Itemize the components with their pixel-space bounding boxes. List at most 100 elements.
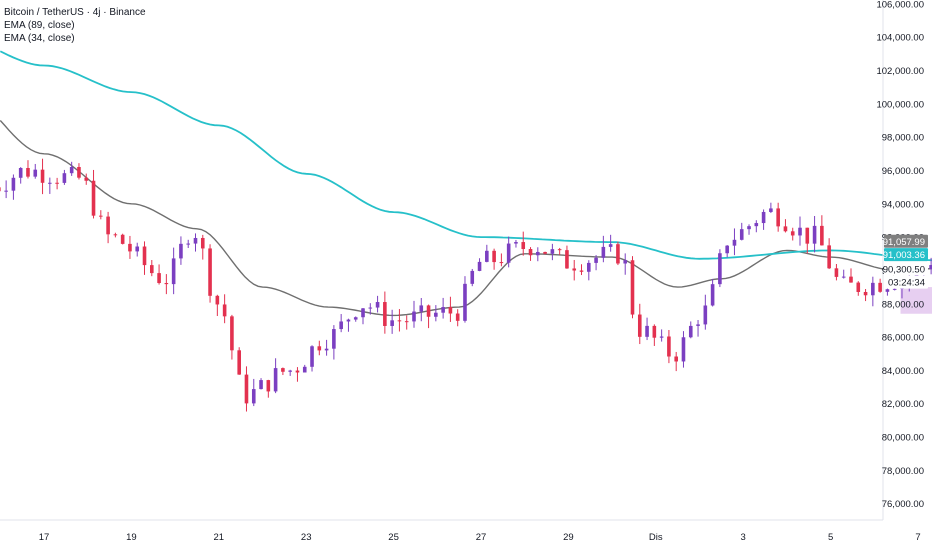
candle-body [929, 265, 932, 270]
candle-body [135, 246, 140, 252]
ema34-legend[interactable]: EMA (34, close) [4, 33, 75, 44]
close-price-tag: 90,300.50 [883, 262, 928, 276]
time-tick-label: 29 [563, 532, 574, 543]
chart-legend: Bitcoin / TetherUS · 4j · Binance EMA (8… [4, 6, 146, 45]
candle-body [288, 370, 292, 372]
candle-body [4, 190, 8, 192]
candle-body [608, 244, 613, 247]
candle-body [157, 273, 161, 284]
candle-body [703, 305, 708, 325]
candle-body [790, 231, 795, 236]
candle-body [200, 237, 205, 249]
candle-body [841, 276, 846, 278]
candle-body [681, 337, 686, 362]
candle-body [557, 249, 562, 251]
candle-body [40, 169, 45, 183]
candle-body [776, 208, 780, 227]
time-tick-label: Dis [649, 532, 663, 543]
zones-layer [900, 287, 932, 314]
price-tick-label: 100,000.00 [876, 99, 924, 110]
candle-body [91, 180, 96, 216]
candle-body [11, 177, 16, 191]
candle-body [120, 234, 125, 244]
candle-body [630, 260, 635, 315]
price-tags-layer: 91,057.99 91,003.36 90,300.50 03:24:34 [883, 234, 928, 289]
candle-body [754, 223, 759, 227]
symbol-title[interactable]: Bitcoin / TetherUS · 4j · Binance [4, 7, 146, 18]
candle-body [572, 268, 577, 271]
candle-body [33, 169, 38, 177]
ema89-legend[interactable]: EMA (89, close) [4, 20, 75, 31]
candle-body [222, 304, 227, 317]
candle-body [419, 305, 424, 312]
ema-layer [0, 50, 932, 317]
candle-body [805, 227, 810, 244]
candle-body [339, 321, 343, 330]
price-tick-label: 104,000.00 [876, 33, 924, 44]
price-tick-label: 102,000.00 [876, 66, 924, 77]
candle-body [193, 237, 198, 244]
candle-body [332, 329, 336, 349]
candle-body [463, 283, 467, 321]
candle-body [783, 226, 788, 232]
candle-body [215, 295, 220, 305]
candle-body [586, 262, 591, 272]
candle-body [718, 253, 722, 285]
candle-body [346, 319, 351, 322]
candle-body [499, 262, 504, 264]
candle-body [674, 356, 678, 362]
candle-body [113, 234, 118, 236]
price-tick-label: 96,000.00 [882, 166, 924, 177]
candle-body [164, 283, 169, 285]
time-axis[interactable]: 17192123252729Dis35791113151719212325 [0, 519, 932, 543]
countdown-tag-box [884, 275, 928, 289]
candle-body [696, 324, 700, 326]
candle-body [579, 270, 584, 272]
candle-body [878, 282, 882, 292]
candle-body [230, 316, 234, 351]
candle-body [601, 246, 606, 258]
candle-body [397, 320, 402, 322]
price-tick-label: 86,000.00 [882, 333, 924, 344]
time-tick-label: 19 [126, 532, 137, 543]
candle-body [856, 282, 861, 292]
candle-body [543, 251, 547, 254]
candle-body [747, 226, 751, 230]
candle-body [645, 325, 649, 337]
candle-body [18, 168, 23, 178]
price-tick-label: 82,000.00 [882, 399, 924, 410]
candle-body [485, 250, 489, 262]
candle-body [834, 268, 839, 277]
candle-body [455, 313, 460, 321]
price-tick-label: 98,000.00 [882, 133, 924, 144]
ema34-price-tag-text: 91,057.99 [883, 237, 925, 248]
candle-body [0, 187, 1, 192]
candle-body [536, 251, 540, 256]
candle-body [892, 288, 897, 290]
candle-body [732, 239, 737, 246]
candle-body [812, 225, 817, 244]
price-tick-label: 88,000.00 [882, 299, 924, 310]
candle-body [827, 245, 831, 269]
candle-body [237, 350, 241, 375]
time-tick-label: 3 [741, 532, 746, 543]
candle-body [521, 242, 526, 250]
candle-body [390, 320, 394, 326]
candle-body [128, 243, 132, 252]
time-tick-label: 7 [915, 532, 920, 543]
candle-body [99, 215, 103, 217]
candle-body [368, 307, 373, 309]
candle-body [302, 366, 307, 373]
candle-body [84, 177, 89, 181]
candle-body [186, 243, 191, 245]
candle-body [412, 311, 416, 322]
time-tick-label: 27 [476, 532, 487, 543]
candle-body [62, 173, 67, 183]
candle-body [266, 380, 271, 392]
candle-body [798, 227, 802, 236]
close-price-tag-text: 90,300.50 [883, 264, 925, 275]
candle-body [659, 336, 664, 338]
candle-body [106, 216, 110, 235]
candle-body [652, 325, 657, 338]
